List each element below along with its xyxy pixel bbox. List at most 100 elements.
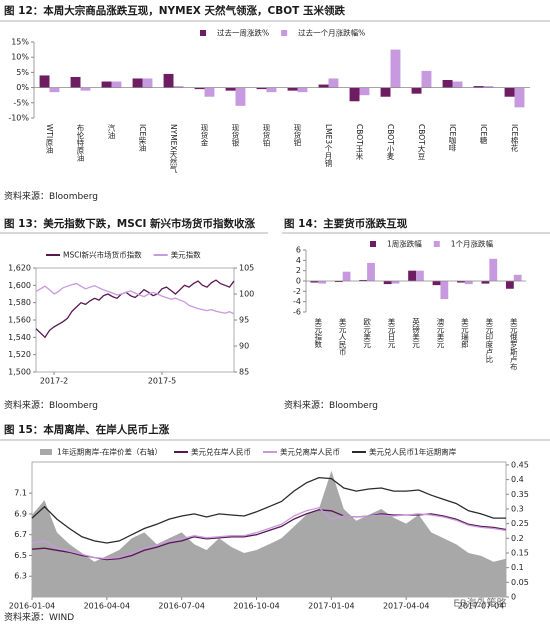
bar: [452, 81, 463, 88]
y-tick-label: 5%: [16, 68, 29, 77]
bar: [204, 87, 215, 97]
x-tick-label: ICE棉花: [510, 124, 519, 152]
x-tick-label: 2016-04-04: [84, 602, 131, 611]
x-tick-label: 现货银: [231, 124, 240, 148]
bar: [266, 87, 277, 93]
x-tick-label: 2017-5: [148, 377, 176, 386]
bar: [367, 262, 375, 281]
y-tick-label: 1,520: [8, 350, 31, 359]
y2-tick-label: 0.05: [511, 578, 529, 587]
y-tick-label: 1,600: [8, 281, 31, 290]
y2-tick-label: 0.4: [511, 475, 524, 484]
legend-label: 美元兑在岸人民币: [191, 447, 251, 457]
area: [32, 470, 506, 597]
x-tick-label: 2017-07-04: [458, 602, 505, 611]
figure-title: 图 12：本周大宗商品涨跌互现，NYMEX 天然气领涨，CBOT 玉米领跌: [4, 4, 345, 17]
y-tick-label: 15%: [11, 38, 29, 47]
legend-label: 1周涨跌幅: [387, 239, 422, 249]
bar: [80, 87, 91, 91]
x-tick-label: 2016-07-04: [158, 602, 205, 611]
source: 资料来源：Bloomberg: [284, 399, 378, 411]
x-tick-label: 2017-01-04: [308, 602, 355, 611]
bar: [342, 271, 351, 281]
y-tick-label: -6: [293, 308, 301, 317]
legend-swatch: [40, 449, 52, 455]
y-tick-label: -4: [293, 297, 301, 306]
bar: [310, 281, 319, 283]
y-tick-label: 1,580: [8, 298, 31, 307]
bar: [163, 73, 174, 88]
bar: [334, 281, 343, 283]
legend-label: 过去一周涨跌%: [217, 28, 269, 38]
x-tick-label: 澳元美元: [436, 317, 445, 350]
bar: [391, 281, 400, 284]
x-tick-label: CBOT大豆: [417, 124, 426, 160]
bar: [256, 87, 267, 90]
bar: [359, 87, 370, 96]
x-tick-label: ICE糖: [479, 124, 488, 145]
y2-tick-label: 90: [239, 342, 249, 351]
legend-label: 1个月涨跌幅: [451, 239, 494, 249]
bar: [173, 86, 184, 88]
bar: [442, 80, 453, 88]
bar: [349, 87, 360, 102]
bar: [49, 87, 60, 93]
y-tick-label: 1,540: [8, 333, 31, 342]
bar: [287, 87, 298, 91]
x-tick-label: 布伦特原油: [76, 123, 85, 163]
y-tick-label: -2: [293, 287, 301, 296]
y-tick-label: 10%: [11, 53, 29, 62]
bar: [514, 87, 525, 108]
bar: [383, 281, 392, 285]
bar: [489, 258, 498, 281]
y2-tick-label: 100: [239, 290, 254, 299]
x-tick-label: 汽油: [107, 123, 116, 141]
bar: [440, 281, 449, 300]
bar: [457, 281, 465, 283]
line: [35, 282, 235, 315]
x-tick-label: ICE柴油: [138, 124, 147, 152]
legend-label: 过去一个月涨跌幅%: [298, 28, 365, 38]
x-tick-label: 美元人民币: [338, 317, 347, 357]
bar: [505, 281, 514, 289]
y-tick-label: 1,620: [8, 264, 31, 273]
y2-tick-label: 0.15: [511, 548, 529, 557]
y-tick-label: -5%: [13, 98, 29, 107]
bar: [70, 76, 81, 88]
x-tick-label: 现货铂: [262, 124, 271, 148]
bar: [483, 86, 494, 88]
legend-label: 美元指数: [171, 250, 201, 260]
bar: [432, 281, 441, 286]
bar: [194, 87, 205, 90]
x-tick-label: 美元瑞郎: [460, 317, 469, 350]
x-tick-label: 2017-2: [40, 377, 68, 386]
source: 资料来源：Bloomberg: [4, 399, 98, 411]
legend-swatch: [433, 241, 440, 247]
legend-label: MSCI新兴市场货币指数: [63, 250, 142, 260]
source: 资料来源：Bloomberg: [4, 190, 98, 202]
x-tick-label: 美元俄罗斯卢布: [509, 317, 518, 372]
x-tick-label: LME3个月铜: [324, 124, 333, 168]
y-tick-label: 6.9: [14, 509, 27, 518]
y-tick-label: 6.5: [14, 551, 27, 560]
x-tick-label: WTI原油: [45, 124, 54, 154]
bar: [39, 75, 50, 88]
y2-tick-label: 0.2: [511, 534, 524, 543]
y2-tick-label: 105: [239, 264, 254, 273]
legend-swatch: [281, 30, 288, 36]
bar: [380, 87, 391, 97]
y2-tick-label: 0.45: [511, 460, 529, 469]
y-tick-label: 6.7: [14, 530, 27, 539]
line: [31, 506, 507, 560]
x-tick-label: 2017-04-04: [383, 602, 430, 611]
bar: [132, 78, 143, 88]
x-tick-label: 现货钯: [293, 124, 302, 148]
bar: [142, 78, 153, 88]
y2-tick-label: 0.1: [511, 563, 524, 572]
x-tick-label: ICE咖啡: [448, 124, 457, 152]
y-tick-label: 7.1: [14, 489, 27, 498]
bar: [473, 86, 484, 88]
bar: [318, 84, 329, 88]
x-tick-label: 美元日元: [387, 317, 396, 350]
y-tick-label: 1,500: [8, 368, 31, 377]
